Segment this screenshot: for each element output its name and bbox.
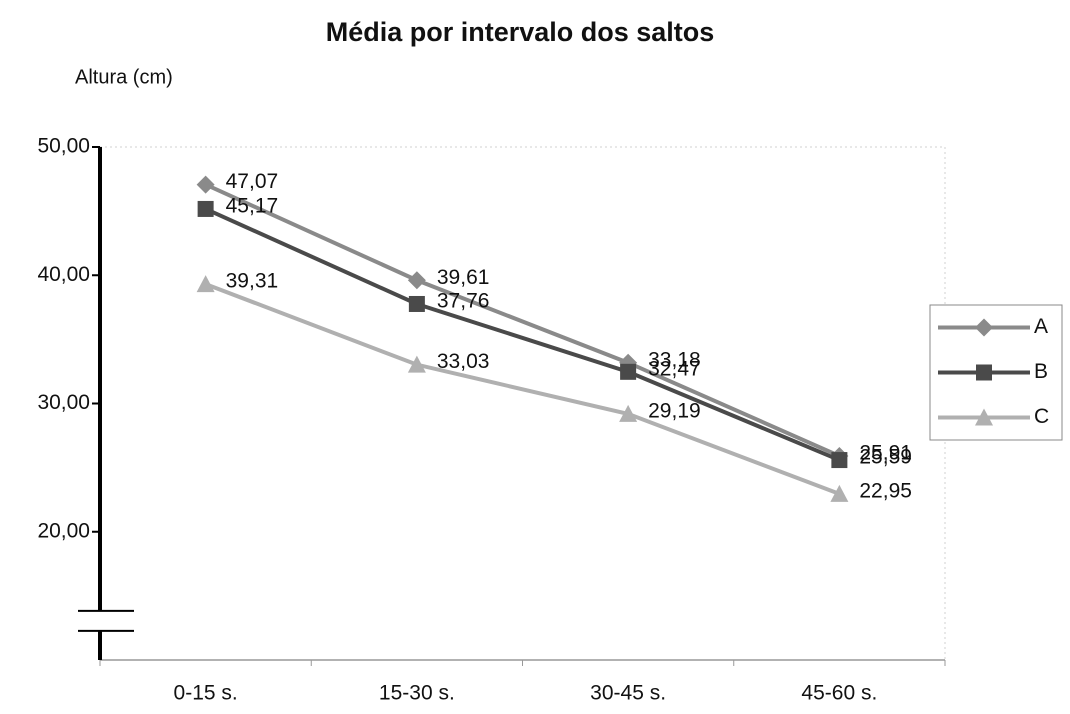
plot-area	[99, 146, 946, 661]
y-axis-title: Altura (cm)	[75, 66, 173, 88]
x-tick-label: 15-30 s.	[379, 682, 455, 705]
point	[620, 363, 637, 380]
chart-title: Média por intervalo dos saltos	[326, 17, 715, 47]
legend-marker	[976, 364, 992, 381]
point	[197, 200, 214, 217]
data-label: 45,17	[226, 194, 279, 217]
legend-marker	[975, 318, 993, 337]
legend-label: B	[1034, 360, 1048, 383]
legend-label: A	[1034, 315, 1048, 338]
data-label: 33,18	[648, 348, 701, 371]
data-label: 39,61	[437, 266, 490, 289]
point	[196, 175, 215, 194]
point	[408, 295, 425, 312]
point	[831, 452, 848, 469]
legend-label: C	[1034, 405, 1049, 428]
data-label: 22,95	[859, 479, 912, 502]
x-tick-label: 45-60 s.	[801, 682, 877, 705]
series-line	[204, 207, 841, 462]
y-tick-label: 40,00	[37, 263, 90, 286]
data-label: 29,19	[648, 399, 701, 422]
data-label: 25,59	[859, 446, 912, 469]
point	[830, 484, 849, 502]
data-label: 47,07	[226, 170, 279, 193]
series-line	[204, 182, 841, 458]
data-label: 25,91	[859, 442, 912, 465]
point	[407, 271, 426, 290]
data-label: 32,47	[648, 357, 701, 380]
x-tick-label: 0-15 s.	[174, 682, 238, 705]
y-tick-label: 50,00	[37, 135, 90, 158]
y-tick-label: 20,00	[37, 519, 90, 542]
y-tick-label: 30,00	[37, 391, 90, 414]
point	[196, 275, 215, 293]
point	[619, 404, 638, 422]
point	[407, 355, 426, 373]
data-label: 37,76	[437, 290, 490, 313]
data-label: 39,31	[226, 270, 279, 293]
legend-marker	[975, 408, 993, 426]
data-label: 33,03	[437, 350, 490, 373]
axis-break	[78, 610, 134, 631]
series-line	[204, 282, 841, 496]
x-tick-label: 30-45 s.	[590, 682, 666, 705]
